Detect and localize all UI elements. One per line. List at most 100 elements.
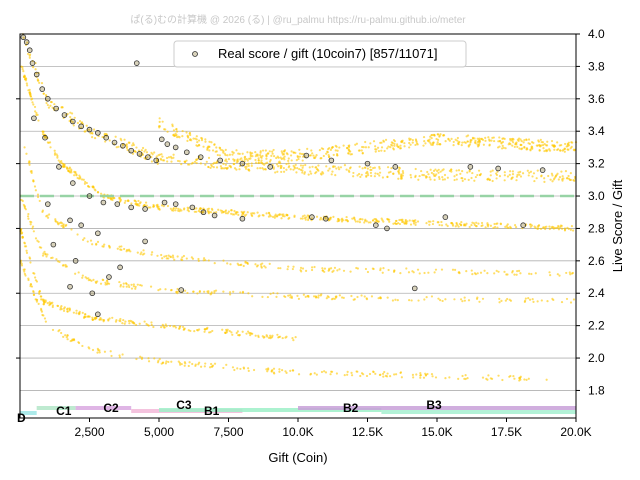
data-point (217, 208, 220, 211)
data-point (507, 226, 510, 229)
data-point (142, 249, 145, 252)
data-point (35, 300, 39, 303)
data-point (549, 274, 552, 277)
data-point (301, 267, 305, 270)
data-point (441, 169, 444, 172)
data-point (336, 217, 340, 221)
data-point (211, 149, 215, 152)
data-point (324, 371, 328, 374)
data-point (436, 141, 439, 144)
data-point (62, 264, 65, 267)
data-point (231, 366, 235, 369)
data-point (225, 331, 228, 334)
data-point (169, 255, 173, 259)
data-point (42, 299, 45, 303)
data-point (251, 295, 254, 298)
data-point (458, 140, 461, 144)
real-point (117, 264, 123, 271)
data-point (65, 336, 68, 339)
data-point (224, 163, 227, 166)
data-point (377, 149, 381, 153)
data-point (22, 75, 26, 78)
data-point (236, 159, 239, 162)
data-point (197, 139, 201, 142)
data-point (254, 161, 258, 164)
data-point (49, 104, 52, 107)
data-point (165, 156, 169, 160)
data-point (227, 158, 230, 161)
data-point (73, 116, 76, 119)
data-point (253, 212, 256, 215)
rank-label: B2 (343, 401, 359, 415)
data-point (118, 196, 121, 200)
data-point (150, 253, 153, 256)
data-point (51, 328, 55, 332)
data-point (496, 226, 499, 229)
data-point (20, 262, 23, 265)
data-point (166, 204, 170, 208)
data-point (164, 323, 167, 326)
data-point (283, 158, 286, 161)
data-point (239, 291, 242, 294)
data-point (235, 149, 238, 152)
data-point (369, 171, 373, 175)
data-point (458, 222, 461, 226)
rank-label: B1 (204, 404, 220, 418)
data-point (160, 326, 163, 329)
data-point (185, 131, 188, 134)
data-point (492, 226, 495, 229)
data-point (27, 89, 30, 92)
data-point (301, 217, 304, 220)
data-point (503, 171, 506, 174)
data-point (161, 323, 164, 326)
data-point (173, 258, 176, 261)
data-point (68, 307, 71, 310)
data-point (451, 224, 455, 227)
data-point (457, 169, 461, 172)
data-point (135, 357, 138, 361)
data-point (381, 271, 384, 274)
data-point (132, 285, 135, 288)
data-point (342, 296, 345, 299)
data-point (276, 333, 279, 336)
data-point (527, 174, 530, 177)
data-point (443, 178, 446, 181)
data-point (467, 145, 470, 148)
data-point (441, 178, 445, 181)
data-point (401, 139, 404, 142)
data-point (402, 171, 405, 175)
data-point (199, 365, 203, 368)
y-tick-label: 2.4 (588, 286, 605, 300)
data-point (165, 325, 168, 328)
data-point (130, 287, 134, 290)
data-point (467, 178, 470, 181)
data-point (74, 172, 77, 175)
data-point (304, 295, 307, 298)
data-point (127, 319, 131, 323)
data-point (78, 310, 81, 313)
data-point (518, 147, 521, 150)
data-point (224, 148, 227, 151)
data-point (489, 170, 492, 173)
data-point (552, 227, 555, 230)
data-point (122, 282, 125, 285)
data-point (80, 178, 84, 181)
data-point (150, 321, 153, 324)
real-point (128, 147, 135, 154)
data-point (147, 357, 150, 360)
data-point (219, 165, 223, 168)
data-point (232, 158, 235, 161)
data-point (189, 133, 192, 137)
data-point (546, 300, 549, 303)
data-point (287, 265, 290, 268)
data-point (118, 245, 121, 248)
data-point (301, 166, 304, 169)
data-point (356, 174, 359, 177)
data-point (56, 222, 59, 225)
data-point (71, 121, 74, 124)
data-point (274, 171, 277, 174)
data-point (393, 373, 396, 376)
data-point (525, 147, 529, 150)
data-point (77, 341, 81, 345)
data-point (40, 295, 43, 298)
